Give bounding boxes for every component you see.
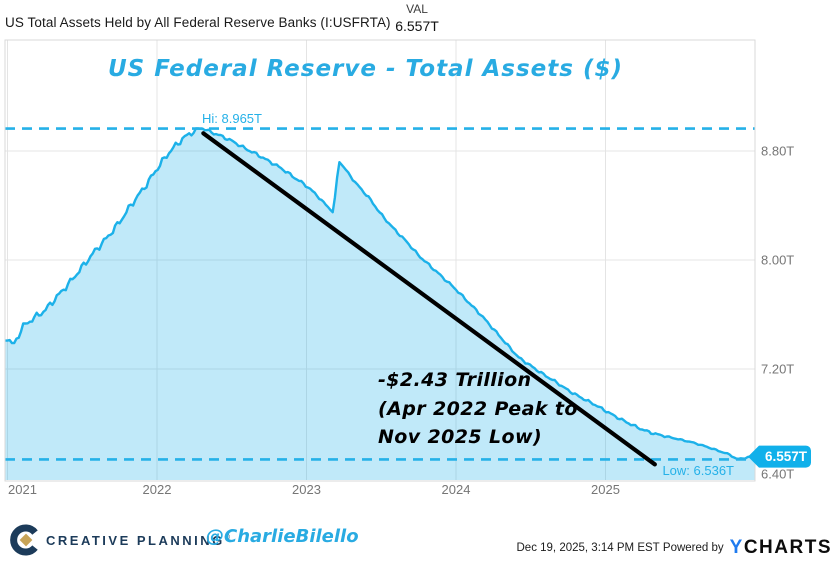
current-value-badge-label: 6.557T (765, 449, 808, 464)
y-axis-tick-label: 7.20T (761, 362, 794, 377)
twitter-handle: @CharlieBilello (206, 526, 359, 547)
x-axis-tick-label: 2022 (143, 482, 172, 497)
registered-mark: ® (224, 534, 230, 542)
footer-attribution: Dec 19, 2025, 3:14 PM EST Powered by YCH… (517, 537, 833, 559)
x-axis-tick-label: 2021 (8, 482, 37, 497)
y-axis-tick-label: 6.40T (761, 467, 794, 482)
series-title: US Total Assets Held by All Federal Rese… (5, 15, 391, 30)
low-value-label: Low: 6.536T (662, 463, 734, 478)
series-area-fill (5, 128, 755, 480)
plot-border (4, 39, 756, 482)
annotation-line-3: Nov 2025 Low) (378, 426, 543, 448)
timestamp: Dec 19, 2025, 3:14 PM EST (516, 542, 660, 554)
creative-planning-brand: CREATIVE PLANNING® (46, 533, 230, 548)
brand-text: CREATIVE PLANNING (46, 533, 225, 548)
current-value-badge (748, 445, 811, 468)
x-axis-tick-label: 2024 (442, 482, 471, 497)
y-axis-tick-label: 8.00T (761, 253, 794, 268)
ycharts-logo-y: Y (729, 537, 744, 558)
ycharts-logo-charts: CHARTS (743, 537, 832, 558)
high-value-label: Hi: 8.965T (202, 111, 262, 126)
annotation-line-2: (Apr 2022 Peak to (378, 397, 578, 420)
powered-by-text: Powered by (662, 542, 724, 554)
chart-plot-area[interactable]: 6.557T 8.80T 8.00T 7.20T 6.40T 2021 2022 2023 20… (0, 0, 838, 510)
ycharts-logo: YCHARTS (730, 537, 832, 559)
creative-planning-logo-icon (10, 524, 38, 556)
val-column-header: VAL (406, 2, 428, 16)
annotation-text: -$2.43 Trillion (Apr 2022 Peak to Nov 20… (378, 366, 578, 452)
val-current-value: 6.557T (395, 18, 439, 34)
x-axis-tick-label: 2025 (591, 482, 620, 497)
timestamp-powered-by: Dec 19, 2025, 3:14 PM EST Powered by (517, 542, 724, 554)
series-line (5, 127, 755, 460)
x-axis-tick-label: 2023 (292, 482, 321, 497)
y-axis-tick-label: 8.80T (761, 144, 794, 159)
trend-line (201, 131, 657, 467)
annotation-line-1: -$2.43 Trillion (378, 369, 532, 391)
chart-title: US Federal Reserve - Total Assets ($) (108, 56, 623, 82)
